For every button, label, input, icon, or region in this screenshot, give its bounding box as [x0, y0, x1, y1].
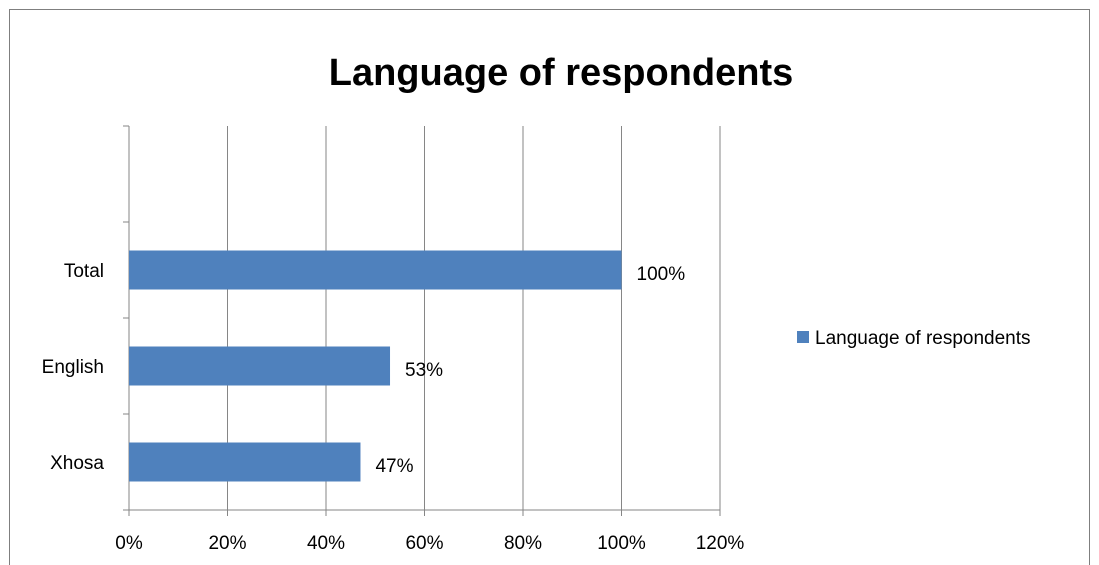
- category-label: Xhosa: [50, 453, 104, 474]
- bar-xhosa: [129, 442, 361, 482]
- labels: 0% 20% 40% 60% 80% 100% 120% Xhosa 47% English 53%…: [42, 261, 745, 554]
- x-tick-label: 40%: [307, 533, 345, 554]
- x-tick-label: 120%: [696, 533, 745, 554]
- x-tick-label: 100%: [597, 533, 646, 554]
- bar-total: [129, 250, 622, 290]
- category-label: Total: [64, 261, 104, 282]
- data-label: 47%: [375, 456, 413, 477]
- data-label: 100%: [637, 264, 686, 285]
- x-tick-label: 60%: [405, 533, 443, 554]
- bar-english: [129, 346, 391, 386]
- legend-swatch: [797, 331, 809, 343]
- bars: [129, 250, 622, 482]
- x-tick-label: 20%: [208, 533, 246, 554]
- legend-label: Language of respondents: [815, 328, 1031, 349]
- category-label: English: [42, 357, 104, 378]
- legend: Language of respondents: [797, 328, 1031, 349]
- data-label: 53%: [405, 360, 443, 381]
- x-tick-label: 0%: [115, 533, 143, 554]
- grid-lines: [227, 126, 721, 510]
- chart-title: Language of respondents: [329, 52, 793, 94]
- x-tick-label: 80%: [504, 533, 542, 554]
